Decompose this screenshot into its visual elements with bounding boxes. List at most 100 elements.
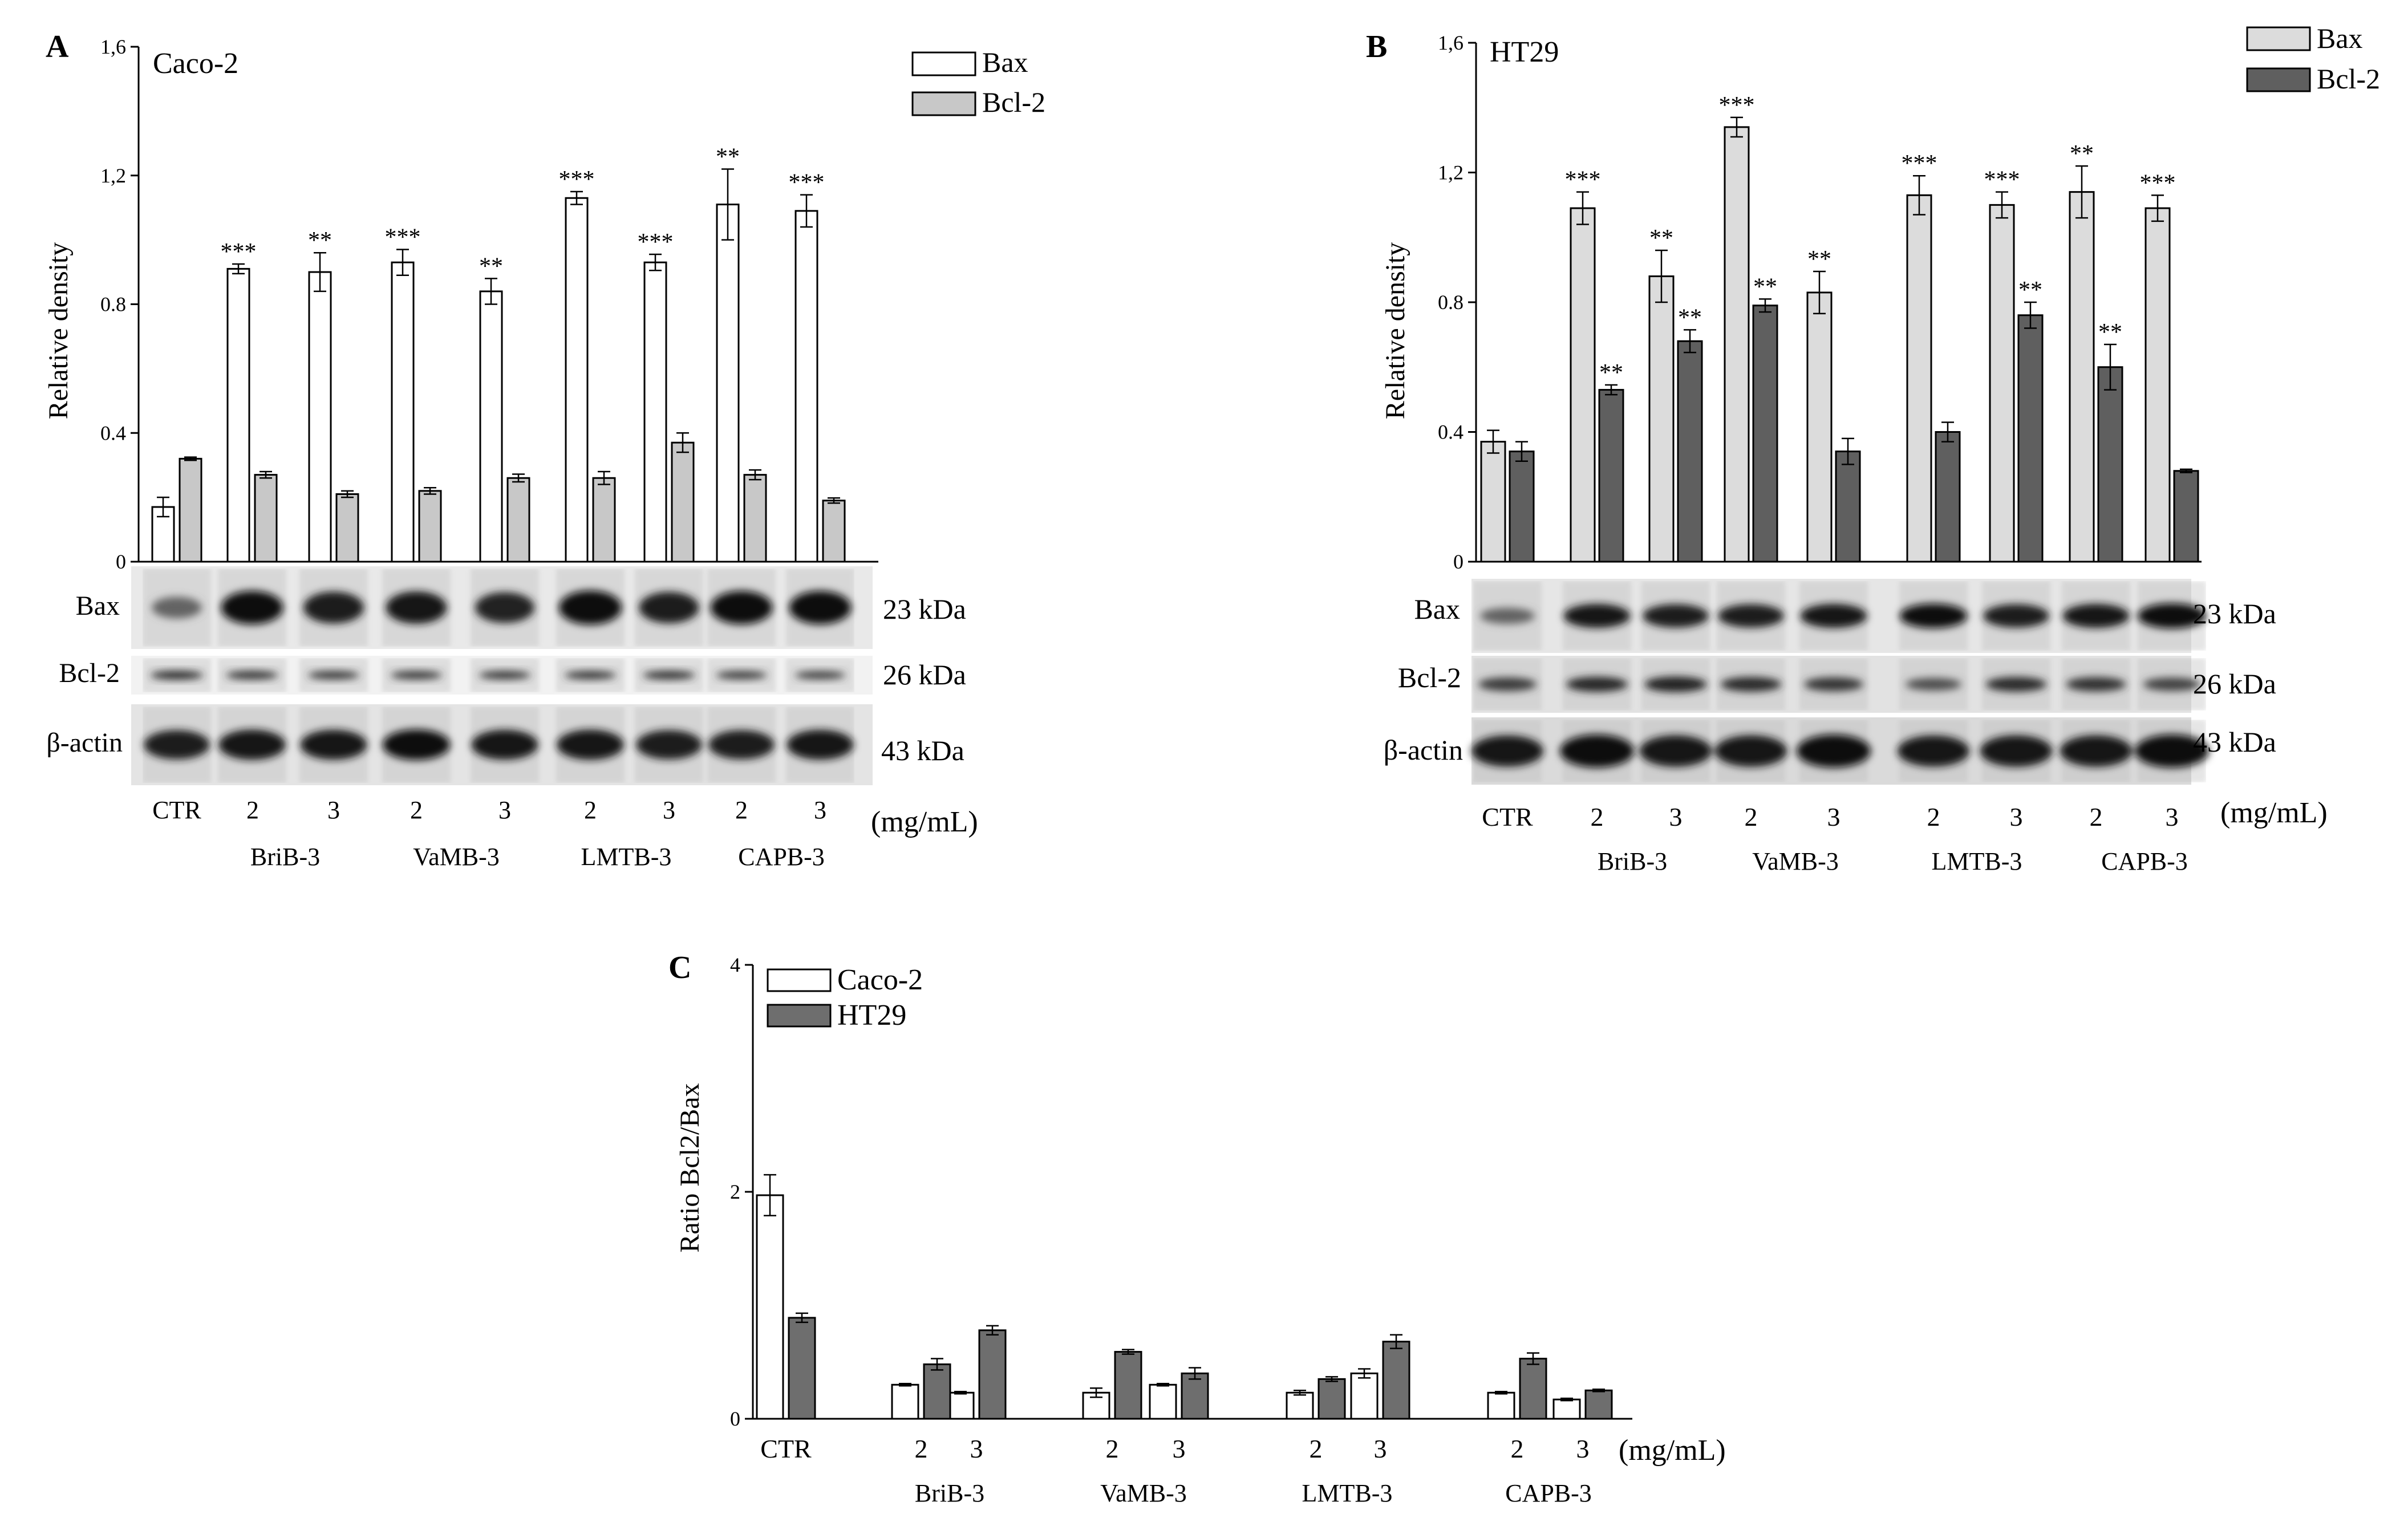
bar <box>2173 470 2199 563</box>
bar <box>1584 1389 1613 1420</box>
lane-label: 2 <box>246 796 259 824</box>
bar <box>1487 1391 1515 1420</box>
bar <box>756 1194 784 1420</box>
bar <box>391 261 415 563</box>
group-label: CAPB-3 <box>1505 1479 1592 1507</box>
bar <box>1677 340 1703 563</box>
panel-a-blot-kda-bax: 23 kDa <box>883 593 966 625</box>
bar <box>506 477 530 563</box>
panel-b-blot-kda-bcl2: 26 kDa <box>2193 668 2276 700</box>
group-label: LMTB-3 <box>581 843 672 871</box>
y-tick-label: 2 <box>730 1180 740 1203</box>
lane-label: 3 <box>663 796 675 824</box>
lane-label: 3 <box>970 1434 983 1463</box>
blot-band <box>1471 735 1544 767</box>
blot-band <box>1563 603 1631 628</box>
panel-a-blot-label-bcl2: Bcl-2 <box>59 658 120 688</box>
bar <box>335 493 359 563</box>
significance-mark: ** <box>2098 319 2122 346</box>
lane-label: 3 <box>1669 802 1683 831</box>
lane-label: 2 <box>1927 802 1940 831</box>
blot-band <box>2143 677 2201 691</box>
blot-band <box>1478 677 1537 691</box>
panel-b-unit-label: (mg/mL) <box>2220 797 2328 829</box>
bar <box>226 267 250 563</box>
blot-band <box>559 590 622 625</box>
bar <box>2097 366 2123 563</box>
blot-band <box>479 671 531 680</box>
bar <box>2145 207 2171 563</box>
y-tick-label: 0.8 <box>1438 291 1464 314</box>
blot-band <box>2066 677 2126 692</box>
lane-label: 3 <box>1374 1434 1387 1463</box>
bar <box>2069 191 2095 563</box>
blot-band <box>300 729 367 760</box>
bar <box>671 441 695 563</box>
blot-band <box>226 671 278 680</box>
group-label: VaMB-3 <box>1100 1479 1187 1507</box>
panel-c-ylabel: Ratio Bcl2/Bax <box>675 1083 705 1252</box>
lane-label: 2 <box>1745 802 1758 831</box>
blot-band <box>391 671 442 680</box>
panel-a: A Caco-2 00.40.81,21,6*** ** *************… <box>43 29 1045 871</box>
bar <box>1114 1351 1142 1420</box>
lane-label: 3 <box>498 796 511 824</box>
group-label: LMTB-3 <box>1932 847 2022 875</box>
panel-b-legend-label-bax: Bax <box>2317 22 2363 54</box>
panel-a-blot-kda-actin: 43 kDa <box>881 734 964 766</box>
blot-band <box>787 729 854 760</box>
lane-label: 2 <box>1310 1434 1323 1463</box>
significance-mark: ** <box>716 144 740 170</box>
bar <box>2017 314 2044 563</box>
bar <box>643 261 667 563</box>
significance-mark: ** <box>1807 246 1831 273</box>
bar <box>978 1329 1007 1420</box>
blot-band <box>789 591 852 624</box>
panel-a-blot-label-bax: Bax <box>76 591 120 621</box>
group-label: BriB-3 <box>250 843 320 871</box>
panel-a-ylabel: Relative density <box>43 242 74 420</box>
group-label: BriB-3 <box>1598 847 1667 875</box>
bar <box>1598 389 1624 563</box>
blot-band <box>2060 735 2133 767</box>
group-label: CAPB-3 <box>738 843 825 871</box>
blot-band <box>221 591 283 624</box>
blot-band <box>1897 735 1970 767</box>
panel-a-legend-swatch-bcl2 <box>911 91 976 116</box>
blot-band <box>636 730 702 760</box>
blot-bands <box>1478 676 2201 692</box>
significance-mark: *** <box>1565 167 1601 193</box>
bar <box>1480 441 1506 563</box>
significance-mark: ** <box>479 253 503 279</box>
bar <box>1906 194 1932 563</box>
blot-bands <box>152 590 852 625</box>
blot-band <box>1643 604 1709 628</box>
blot-band <box>1639 735 1712 767</box>
significance-mark: *** <box>1984 167 2020 193</box>
bar <box>308 271 332 563</box>
bar <box>1989 204 2015 563</box>
panel-a-blot-image: Bax Bcl-2 β-actin 23 kDa 26 kDa 43 kDa <box>46 566 966 785</box>
significance-mark: ** <box>2018 277 2042 303</box>
significance-mark: *** <box>559 167 595 193</box>
panel-a-blot-kda-bcl2: 26 kDa <box>883 659 966 691</box>
panel-b-legend-swatch-bcl2 <box>2246 67 2311 92</box>
panel-b-blot-label-actin: β-actin <box>1384 734 1463 766</box>
blot-band <box>1720 677 1782 692</box>
bar <box>1317 1378 1346 1420</box>
blot-band <box>303 591 364 624</box>
blot-band <box>639 591 699 624</box>
group-label: VaMB-3 <box>1752 847 1839 875</box>
panel-b-blot-image: Bax Bcl-2 β-actin 23 kDa 26 kDa 43 kDa <box>1384 579 2276 785</box>
bar <box>788 1317 816 1420</box>
blot-band <box>1983 604 2049 628</box>
blot-band <box>1906 678 1961 691</box>
blot-band <box>1718 604 1784 628</box>
significance-mark: ** <box>1678 305 1702 331</box>
bar <box>794 210 818 563</box>
lane-label: 3 <box>1173 1434 1186 1463</box>
blot-band <box>475 592 534 623</box>
lane-label: CTR <box>1482 802 1533 831</box>
lane-label: 2 <box>1511 1434 1524 1463</box>
y-tick-label: 0 <box>1453 550 1464 573</box>
